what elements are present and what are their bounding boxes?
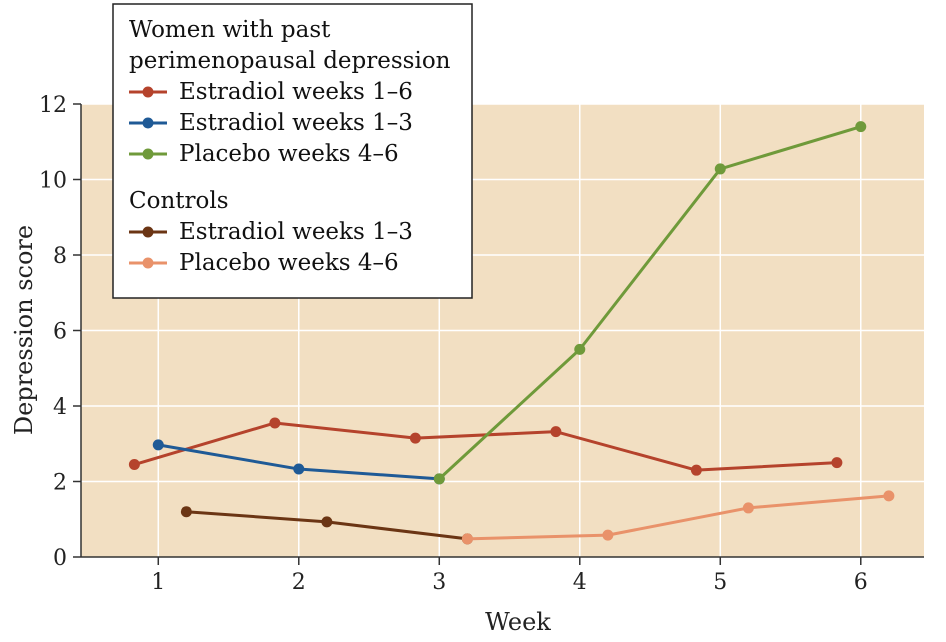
legend-swatch-marker xyxy=(142,117,154,129)
legend-heading: Controls xyxy=(129,188,229,214)
data-point xyxy=(855,121,867,133)
x-tick-label: 1 xyxy=(151,570,165,595)
series-2 xyxy=(433,121,867,485)
data-point xyxy=(293,463,305,475)
legend-swatch-marker xyxy=(142,148,154,160)
data-point xyxy=(714,163,726,175)
x-axis-label: Week xyxy=(485,608,551,636)
legend-entry: Estradiol weeks 1–3 xyxy=(179,110,413,136)
data-point xyxy=(602,529,614,541)
data-point xyxy=(433,473,445,485)
y-axis-label: Depression score xyxy=(10,225,38,435)
legend-swatch-marker xyxy=(142,86,154,98)
series-layer xyxy=(128,121,895,545)
legend: Women with past perimenopausal depression… xyxy=(112,3,473,299)
series-line xyxy=(438,125,862,480)
y-tick-label: 4 xyxy=(53,395,67,420)
data-point xyxy=(461,533,473,545)
data-point xyxy=(831,457,843,469)
data-point xyxy=(152,439,164,451)
legend-swatch-marker xyxy=(142,226,154,238)
data-point xyxy=(128,459,140,471)
x-tick-label: 6 xyxy=(854,570,868,595)
data-point xyxy=(690,464,702,476)
data-point xyxy=(550,426,562,438)
data-point xyxy=(269,417,281,429)
legend-heading: Women with past xyxy=(129,17,331,43)
legend-heading: perimenopausal depression xyxy=(129,48,451,74)
legend-entry: Placebo weeks 4–6 xyxy=(179,141,399,167)
x-tick-label: 3 xyxy=(432,570,446,595)
x-tick-label: 5 xyxy=(713,570,727,595)
legend-entry: Estradiol weeks 1–6 xyxy=(179,79,413,105)
data-point xyxy=(321,516,333,528)
legend-box xyxy=(112,3,473,299)
x-tick-label: 2 xyxy=(292,570,306,595)
series-4 xyxy=(461,490,895,545)
data-point xyxy=(883,490,895,502)
data-point xyxy=(409,432,421,444)
y-axis-ticks: 0 2 4 6 8 10 12 xyxy=(39,93,81,571)
x-tick-label: 4 xyxy=(573,570,587,595)
y-tick-label: 8 xyxy=(53,244,67,269)
data-point xyxy=(574,343,586,355)
y-tick-label: 2 xyxy=(53,471,67,496)
y-tick-label: 0 xyxy=(53,546,67,571)
data-point xyxy=(742,502,754,514)
y-tick-label: 10 xyxy=(39,169,67,194)
legend-swatch-marker xyxy=(142,257,154,269)
data-point xyxy=(180,506,192,518)
y-tick-label: 6 xyxy=(53,320,67,345)
legend-entry: Estradiol weeks 1–3 xyxy=(179,219,413,245)
legend-entry: Placebo weeks 4–6 xyxy=(179,250,399,276)
y-tick-label: 12 xyxy=(39,93,67,118)
series-line xyxy=(467,494,890,541)
x-axis-ticks: 1 2 3 4 5 6 xyxy=(151,557,868,595)
